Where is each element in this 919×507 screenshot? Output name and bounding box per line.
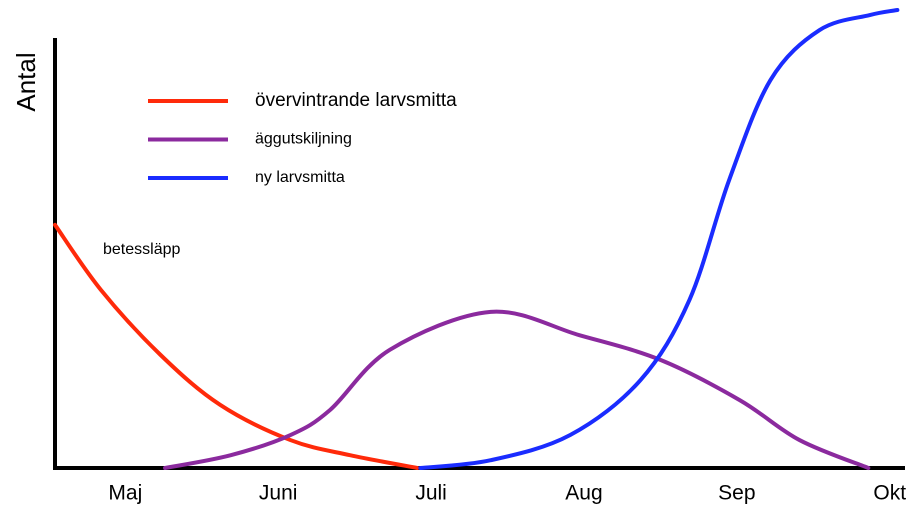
x-tick-label: Okt [873,482,906,505]
legend-label: övervintrande larvsmitta [255,90,457,111]
legend-label: ny larvsmitta [255,169,345,186]
x-tick-label: Aug [565,482,602,505]
line [418,8,900,470]
x-tick-label: Juli [415,482,447,505]
legend-label: äggutskiljning [255,131,352,148]
annotation: betessläpp [103,241,180,258]
y-axis-label: Antal [11,52,41,111]
line [163,309,871,470]
x-tick-label: Sep [718,482,755,505]
x-tick-label: Juni [259,482,298,505]
line [53,222,420,470]
x-tick-label: Maj [108,482,142,505]
